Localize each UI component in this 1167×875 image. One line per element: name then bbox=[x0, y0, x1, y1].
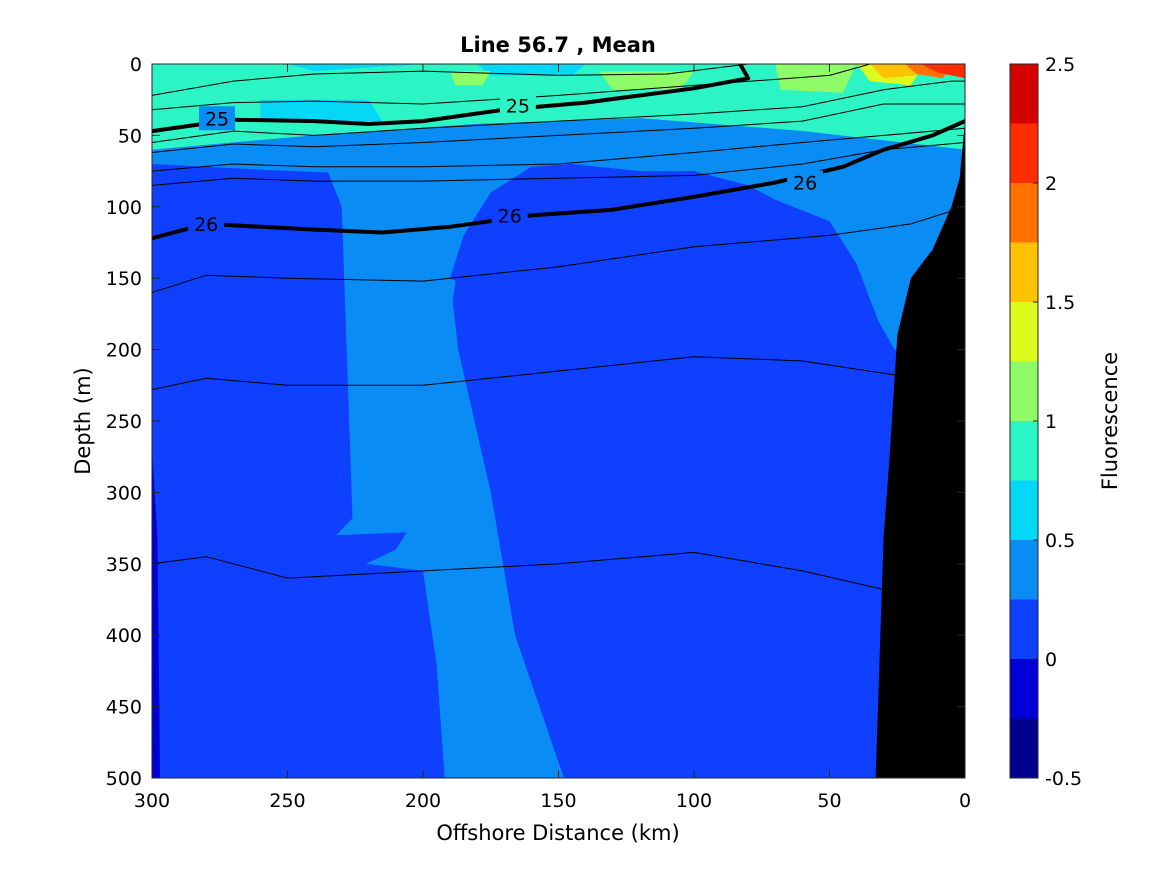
seafloor-bathymetry bbox=[875, 121, 965, 778]
x-tick-label: 200 bbox=[405, 790, 441, 812]
isopycnal-7 bbox=[152, 119, 965, 241]
y-tick-label: 100 bbox=[106, 197, 142, 219]
x-tick-label: 300 bbox=[134, 790, 170, 812]
colorbar-swatch-5 bbox=[1010, 421, 1038, 481]
y-tick-label: 450 bbox=[106, 697, 142, 719]
isopycnal-2 bbox=[152, 64, 751, 134]
x-tick-label: 250 bbox=[269, 790, 305, 812]
colorbar-label: Fluorescence bbox=[1098, 352, 1122, 490]
chart-title: Line 56.7 , Mean bbox=[460, 33, 656, 57]
fluorescence-region-4 bbox=[450, 71, 491, 86]
density-contours bbox=[152, 64, 965, 590]
contour-labels: 25 25 26 26 26 bbox=[188, 93, 824, 236]
contour-label-2-0: 25 bbox=[205, 108, 229, 130]
y-tick-label: 250 bbox=[106, 411, 142, 433]
colorbar-tick-label: -0.5 bbox=[1045, 768, 1082, 790]
y-tick-label: 300 bbox=[106, 482, 142, 504]
y-tick-label: 200 bbox=[106, 340, 142, 362]
colorbar-tick-label: 1.5 bbox=[1045, 292, 1075, 314]
y-tick-label: 0 bbox=[130, 54, 142, 76]
fluorescence-region-12 bbox=[152, 164, 952, 778]
isopycnal-3 bbox=[152, 80, 965, 143]
colorbar-swatch-9 bbox=[1010, 183, 1038, 243]
contour-label-bg bbox=[199, 106, 236, 131]
x-axis: 300 250 200 150 100 50 0 bbox=[134, 64, 971, 812]
x-tick-label: 50 bbox=[817, 790, 841, 812]
contour-label-2-1: 25 bbox=[506, 95, 530, 117]
colorbar-swatch-11 bbox=[1010, 64, 1038, 124]
y-tick-label: 400 bbox=[106, 625, 142, 647]
contour-label-bg bbox=[491, 203, 528, 228]
y-axis: 0 50 100 150 200 250 300 350 400 450 500 bbox=[106, 54, 965, 790]
isopycnal-4 bbox=[152, 103, 965, 153]
fluorescence-region-6 bbox=[775, 64, 857, 93]
x-tick-label: 100 bbox=[676, 790, 712, 812]
contour-label-bg bbox=[188, 211, 225, 236]
contour-label-7-0: 26 bbox=[194, 214, 218, 236]
fluorescence-region-1 bbox=[152, 64, 423, 72]
plot-area: 25 25 26 26 26 bbox=[152, 64, 965, 778]
x-axis-label: Offshore Distance (km) bbox=[436, 821, 679, 845]
y-tick-label: 50 bbox=[118, 125, 142, 147]
isopycnal-9 bbox=[152, 356, 898, 391]
colorbar-tick-label: 1 bbox=[1045, 411, 1057, 433]
colorbar-swatch-3 bbox=[1010, 540, 1038, 600]
colorbar-tick-label: 2 bbox=[1045, 173, 1057, 195]
contour-label-bg bbox=[787, 170, 824, 195]
fluorescence-regions bbox=[152, 64, 965, 778]
fluorescence-region-5 bbox=[599, 71, 694, 90]
colorbar-swatch-10 bbox=[1010, 123, 1038, 183]
colorbar-tick-label: 2.5 bbox=[1045, 54, 1075, 76]
y-tick-label: 150 bbox=[106, 268, 142, 290]
contour-label-bg bbox=[499, 93, 536, 118]
isopycnal-8 bbox=[152, 206, 965, 293]
fluorescence-region-10 bbox=[921, 64, 965, 79]
colorbar-swatch-7 bbox=[1010, 302, 1038, 362]
isopycnal-6 bbox=[152, 142, 965, 186]
y-tick-label: 350 bbox=[106, 554, 142, 576]
colorbar-swatch-1 bbox=[1010, 659, 1038, 719]
seafloor bbox=[875, 121, 965, 778]
fluorescence-region-14 bbox=[152, 449, 161, 778]
colorbar-swatch-8 bbox=[1010, 242, 1038, 302]
contour-label-7-2: 26 bbox=[793, 173, 817, 195]
colorbar-swatch-4 bbox=[1010, 480, 1038, 540]
colorbar-tick-label: 0 bbox=[1045, 649, 1057, 671]
colorbar: -0.5 0 0.5 1 1.5 2 2.5 bbox=[1009, 54, 1082, 790]
colorbar-tick-label: 0.5 bbox=[1045, 530, 1075, 552]
y-tick-label: 500 bbox=[106, 768, 142, 790]
x-tick-label: 0 bbox=[959, 790, 971, 812]
isopycnal-5 bbox=[152, 127, 965, 172]
isopycnal-10 bbox=[152, 551, 884, 590]
colorbar-swatch-0 bbox=[1010, 718, 1038, 778]
y-axis-label: Depth (m) bbox=[71, 367, 95, 474]
contour-label-7-1: 26 bbox=[498, 205, 522, 227]
x-tick-label: 150 bbox=[540, 790, 576, 812]
colorbar-swatch-2 bbox=[1010, 599, 1038, 659]
fluorescence-region-3 bbox=[260, 99, 383, 122]
isopycnal-1 bbox=[152, 64, 871, 111]
colorbar-swatch-6 bbox=[1010, 361, 1038, 421]
